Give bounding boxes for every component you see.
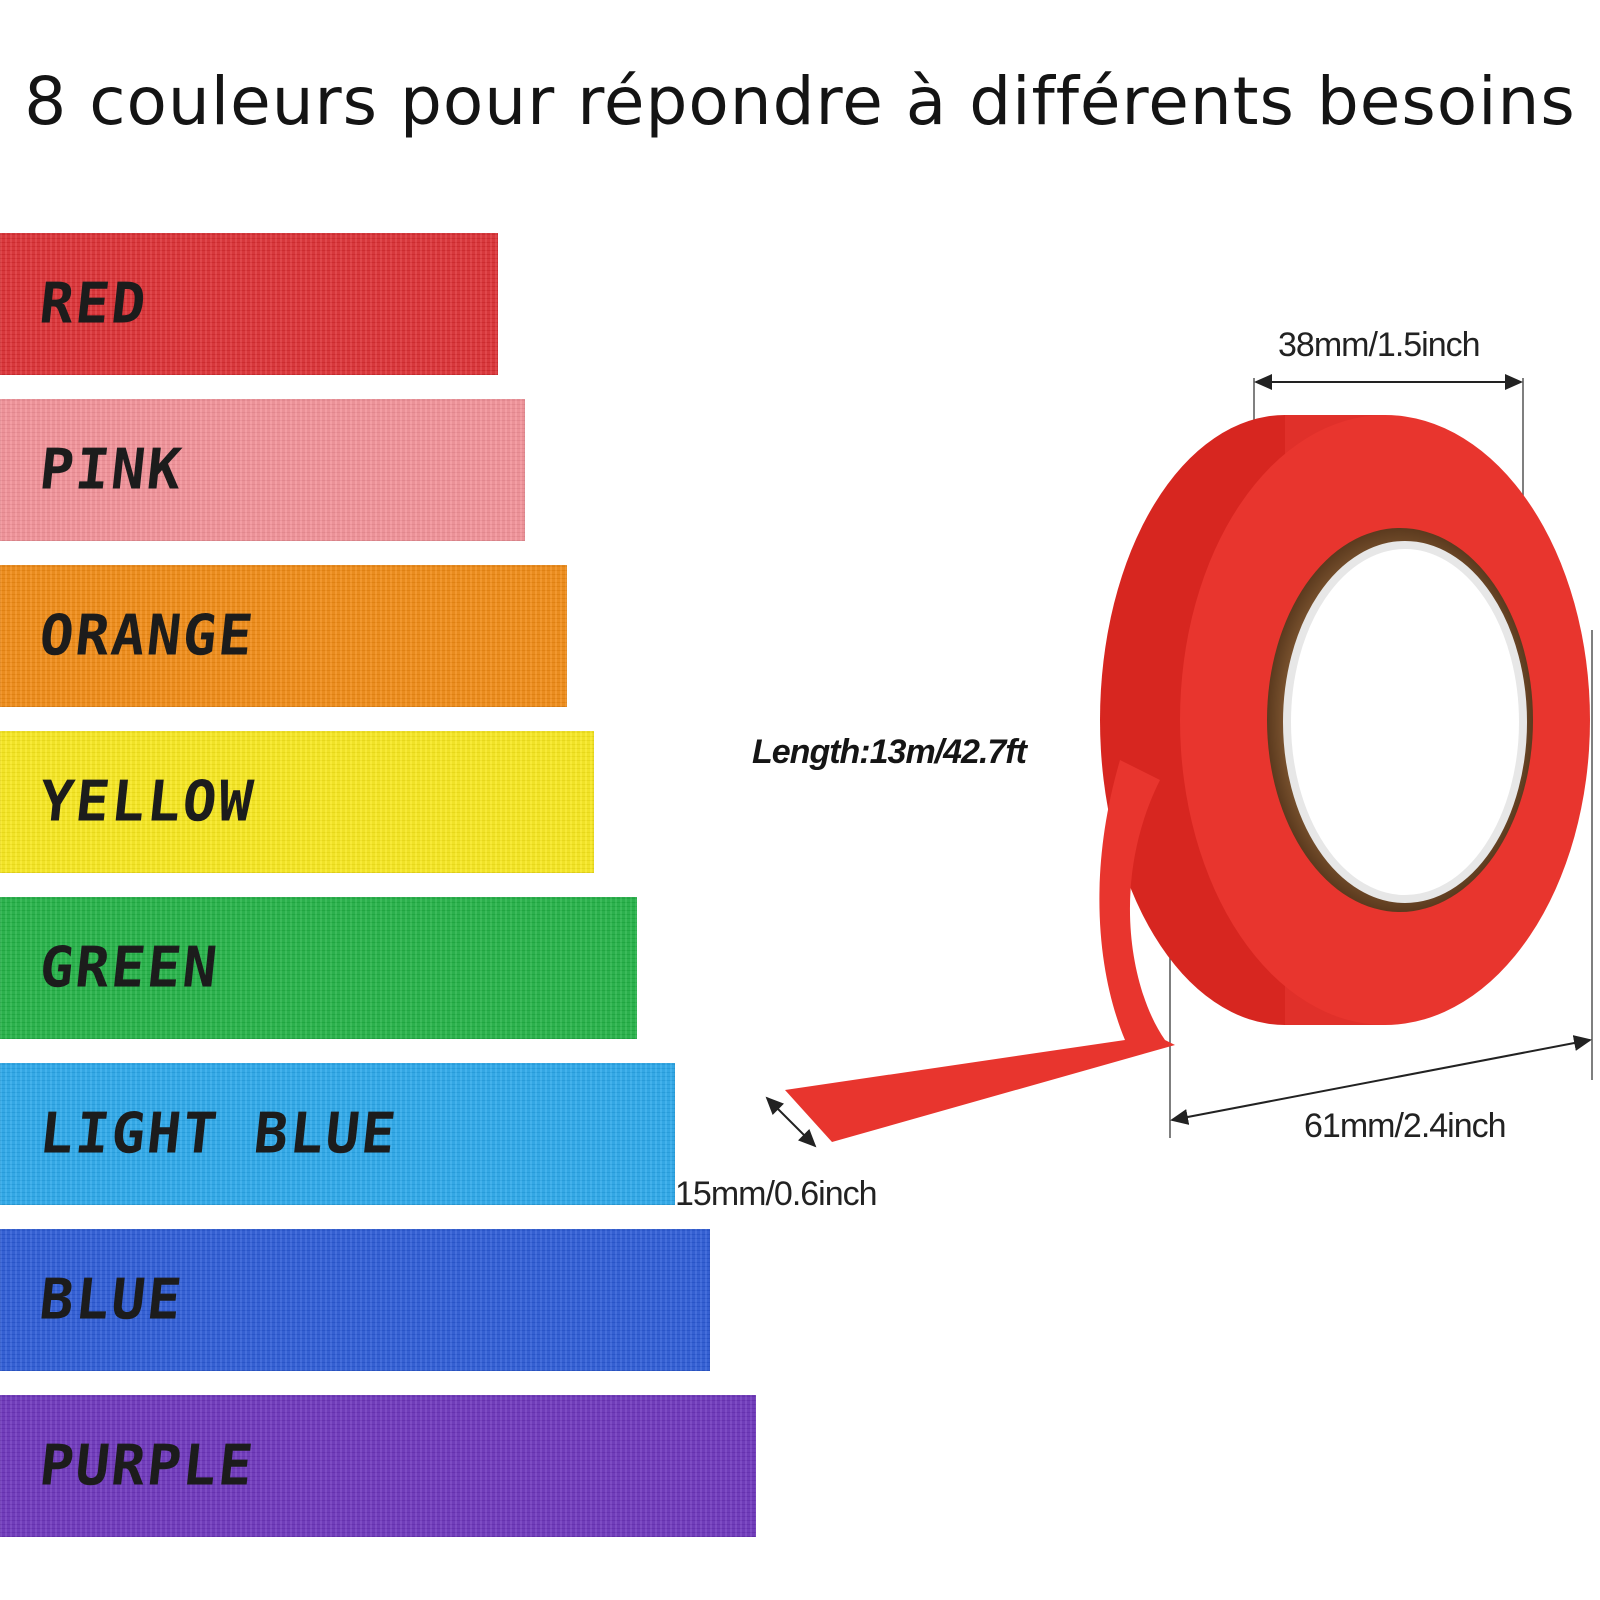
roll-hole: [1287, 545, 1523, 899]
tape-strip-light-blue: LIGHT BLUE: [0, 1063, 675, 1205]
tape-strip-green: GREEN: [0, 897, 637, 1039]
width-dimension-label: 38mm/1.5inch: [1278, 326, 1481, 364]
strip-label-orange: ORANGE: [36, 603, 258, 669]
strip-label-green: GREEN: [36, 935, 222, 1001]
tape-strip-red: RED: [0, 233, 498, 375]
tape-width-dimension-label: 15mm/0.6inch: [675, 1175, 878, 1213]
strip-label-red: RED: [36, 271, 151, 337]
tape-width-arrow: [765, 1096, 817, 1148]
length-label: Length:13m/42.7ft: [752, 733, 1027, 771]
strip-label-yellow: YELLOW: [36, 769, 258, 835]
strip-label-light-blue: LIGHT BLUE: [36, 1101, 401, 1167]
tape-roll: [785, 415, 1590, 1142]
page-title: 8 couleurs pour répondre à différents be…: [24, 63, 1576, 140]
tape-strip-blue: BLUE: [0, 1229, 710, 1371]
strip-label-blue: BLUE: [36, 1267, 187, 1333]
tape-strip-pink: PINK: [0, 399, 525, 541]
tape-strip-yellow: YELLOW: [0, 731, 594, 873]
roll-hole-shadow: [1283, 541, 1527, 903]
diameter-dimension-label: 61mm/2.4inch: [1304, 1107, 1507, 1145]
strip-label-pink: PINK: [36, 437, 187, 503]
unrolled-tape-strand: [785, 760, 1175, 1142]
tape-strip-orange: ORANGE: [0, 565, 567, 707]
diameter-arrow: [1170, 1035, 1592, 1125]
tape-strip-purple: PURPLE: [0, 1395, 756, 1537]
strip-label-purple: PURPLE: [36, 1433, 258, 1499]
